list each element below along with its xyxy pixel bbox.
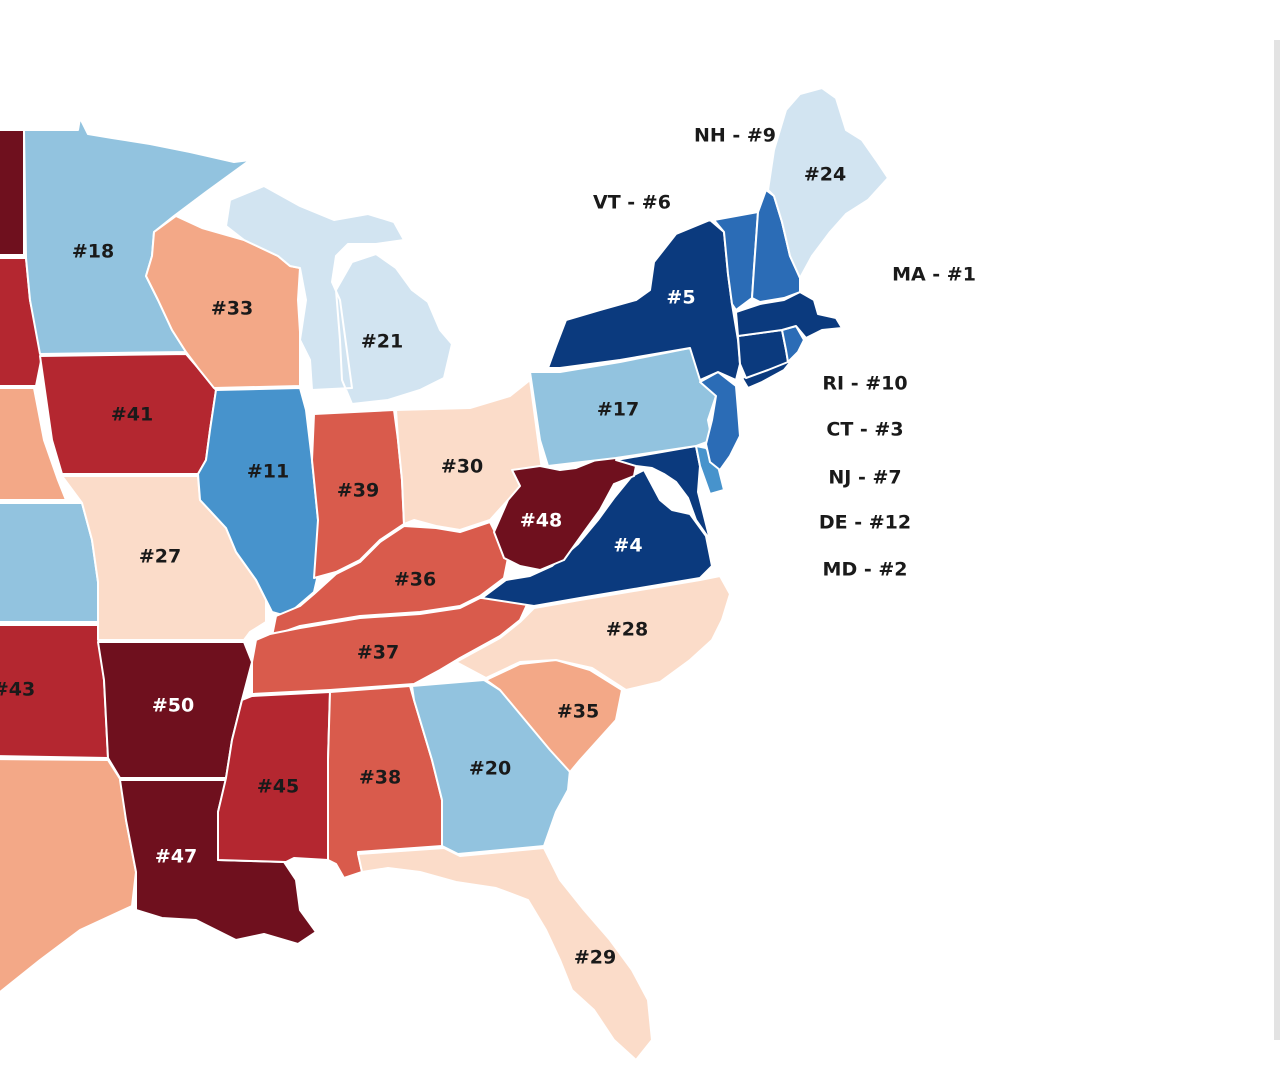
- state-west-virginia: [493, 455, 637, 571]
- rank-label-oh: #30: [441, 456, 483, 478]
- rank-label-ct: CT - #3: [826, 419, 903, 441]
- state-minnesota: [23, 117, 251, 355]
- rank-label-ga: #20: [469, 758, 511, 780]
- rank-label-mi: #21: [361, 331, 403, 353]
- rank-label-tn: #37: [357, 642, 399, 664]
- rank-label-de: DE - #12: [819, 512, 911, 534]
- state-tennessee: [251, 597, 531, 695]
- rank-label-ri: RI - #10: [822, 373, 907, 395]
- rank-label-ny: #5: [666, 287, 695, 309]
- rank-label-mn: #18: [72, 241, 114, 263]
- rank-label-la: #47: [155, 846, 197, 868]
- rank-label-wv: #48: [520, 510, 562, 532]
- state-texas: [0, 758, 137, 994]
- state-new-jersey: [699, 371, 741, 471]
- state-massachusetts: [735, 291, 843, 339]
- rank-label-me: #24: [804, 164, 846, 186]
- rank-label-al: #38: [359, 767, 401, 789]
- state-ohio: [395, 379, 543, 531]
- rank-label-ia: #41: [111, 404, 153, 426]
- state-north-dakota: [0, 129, 25, 256]
- rank-label-pa: #17: [597, 399, 639, 421]
- rank-label-nh: NH - #9: [694, 125, 776, 147]
- state-michigan: [225, 185, 453, 405]
- rank-label-nc: #28: [606, 619, 648, 641]
- rank-label-va: #4: [613, 535, 642, 557]
- state-pennsylvania: [529, 347, 717, 467]
- state-nebraska: [0, 387, 67, 501]
- rank-label-in: #39: [337, 480, 379, 502]
- state-wisconsin: [145, 215, 301, 389]
- state-florida: [357, 847, 653, 1061]
- state-north-carolina: [455, 575, 731, 691]
- page-edge-bar: [1274, 40, 1280, 1040]
- rank-label-sc: #35: [557, 701, 599, 723]
- rank-label-vt: VT - #6: [593, 192, 671, 214]
- rank-label-ms: #45: [257, 776, 299, 798]
- rank-label-ar: #50: [152, 695, 194, 717]
- rank-label-mo: #27: [139, 546, 181, 568]
- state-maine: [767, 87, 889, 279]
- rank-label-md: MD - #2: [823, 559, 908, 581]
- rank-label-ok: #43: [0, 679, 35, 701]
- rank-label-ma: MA - #1: [892, 264, 976, 286]
- rank-label-ky: #36: [394, 569, 436, 591]
- rank-label-wi: #33: [211, 298, 253, 320]
- rank-label-il: #11: [247, 461, 289, 483]
- state-kentucky: [271, 521, 509, 637]
- rank-label-nj: NJ - #7: [828, 467, 901, 489]
- rank-label-fl: #29: [574, 947, 616, 969]
- state-kansas: [0, 502, 99, 623]
